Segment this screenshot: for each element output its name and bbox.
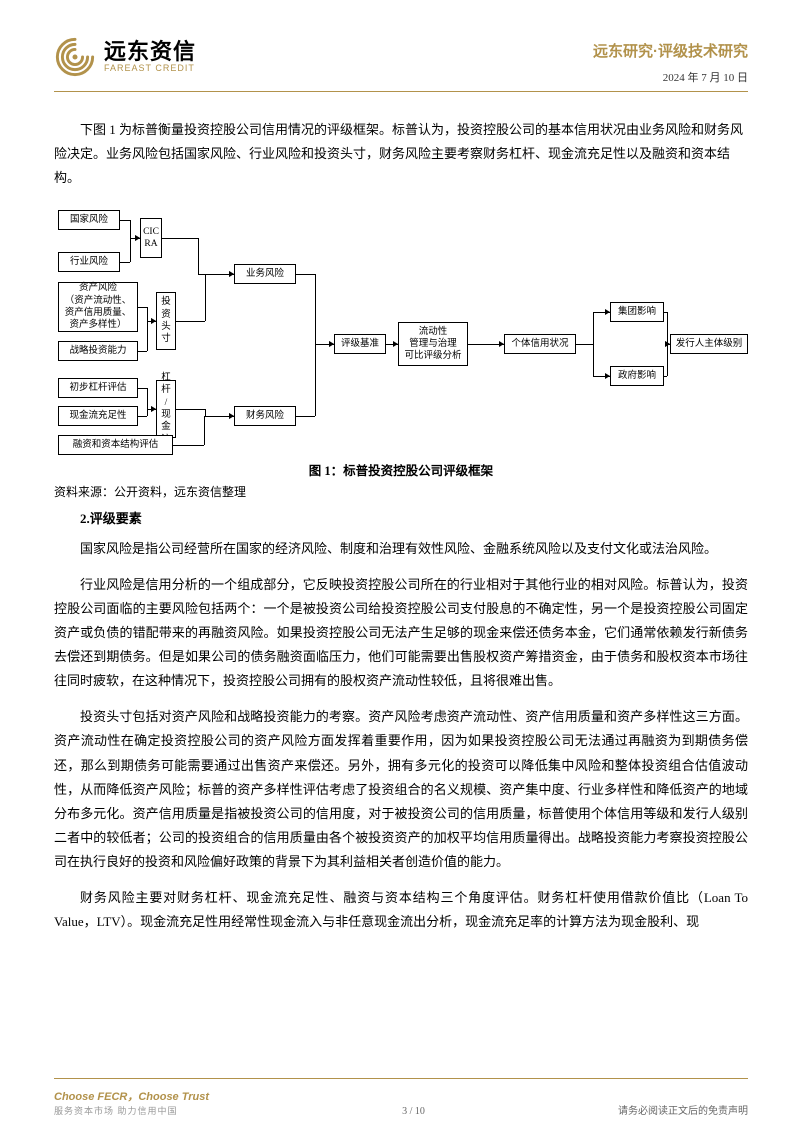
flowchart-node: 个体信用状况 [504,334,576,354]
logo-name-cn: 远东资信 [104,40,196,64]
flowchart-node: 初步杠杆评估 [58,378,138,398]
body-paragraph-3: 投资头寸包括对资产风险和战略投资能力的考察。资产风险考虑资产流动性、资产信用质量… [54,705,748,873]
page-header: 远东资信 FAREAST CREDIT 远东研究·评级技术研究 2024 年 7… [54,36,748,85]
rating-framework-flowchart: 国家风险行业风险 CIC RA 资产风险 （资产流动性、 资产信用质量、 资产多样性… [54,204,748,454]
footer-divider [54,1078,748,1079]
flowchart-node: CIC RA [140,218,162,258]
footer-slogan-cn: 服务资本市场 助力信用中国 [54,1104,209,1117]
footer-slogan-en: Choose FECR，Choose Trust [54,1088,209,1104]
logo-block: 远东资信 FAREAST CREDIT [54,36,196,78]
body-paragraph-4: 财务风险主要对财务杠杆、现金流充足性、融资与资本结构三个角度评估。财务杠杆使用借… [54,886,748,934]
flowchart-node: 政府影响 [610,366,664,386]
logo-text: 远东资信 FAREAST CREDIT [104,40,196,74]
footer-disclaimer: 请务必阅读正文后的免责声明 [618,1102,748,1117]
header-divider [54,91,748,92]
body-paragraph-2: 行业风险是信用分析的一个组成部分，它反映投资控股公司所在的行业相对于其他行业的相… [54,573,748,693]
flowchart-node: 发行人主体级别 [670,334,748,354]
flowchart-node: 流动性 管理与治理 可比评级分析 [398,322,468,366]
flowchart-node: 评级基准 [334,334,386,354]
flowchart-node: 杠 杆 / 现 金 流 [156,380,176,438]
body-paragraph-1: 国家风险是指公司经营所在国家的经济风险、制度和治理有效性风险、金融系统风险以及支… [54,537,748,561]
flowchart-node: 投 资 头 寸 [156,292,176,350]
flowchart-node: 财务风险 [234,406,296,426]
flowchart-node: 资产风险 （资产流动性、 资产信用质量、 资产多样性） [58,282,138,332]
flowchart-node: 国家风险 [58,210,120,230]
intro-paragraph: 下图 1 为标普衡量投资控股公司信用情况的评级框架。标普认为，投资控股公司的基本… [54,118,748,190]
flowchart-node: 业务风险 [234,264,296,284]
page-number: 3 / 10 [402,1106,425,1117]
flowchart-node: 融资和资本结构评估 [58,435,173,455]
footer-slogan: Choose FECR，Choose Trust 服务资本市场 助力信用中国 [54,1088,209,1117]
figure-source: 资料来源：公开资料，远东资信整理 [54,483,748,500]
flowchart-node: 战略投资能力 [58,341,138,361]
flowchart-node: 集团影响 [610,302,664,322]
company-logo-icon [54,36,96,78]
figure-caption: 图 1：标普投资控股公司评级框架 [54,460,748,479]
section-heading-2: 2.评级要素 [54,508,748,527]
logo-name-en: FAREAST CREDIT [104,64,196,74]
header-right: 远东研究·评级技术研究 2024 年 7 月 10 日 [593,40,748,85]
header-date: 2024 年 7 月 10 日 [663,69,748,85]
flowchart-node: 行业风险 [58,252,120,272]
header-series-title: 远东研究·评级技术研究 [593,40,748,61]
flowchart-node: 现金流充足性 [58,406,138,426]
page-footer: Choose FECR，Choose Trust 服务资本市场 助力信用中国 3… [54,1088,748,1117]
